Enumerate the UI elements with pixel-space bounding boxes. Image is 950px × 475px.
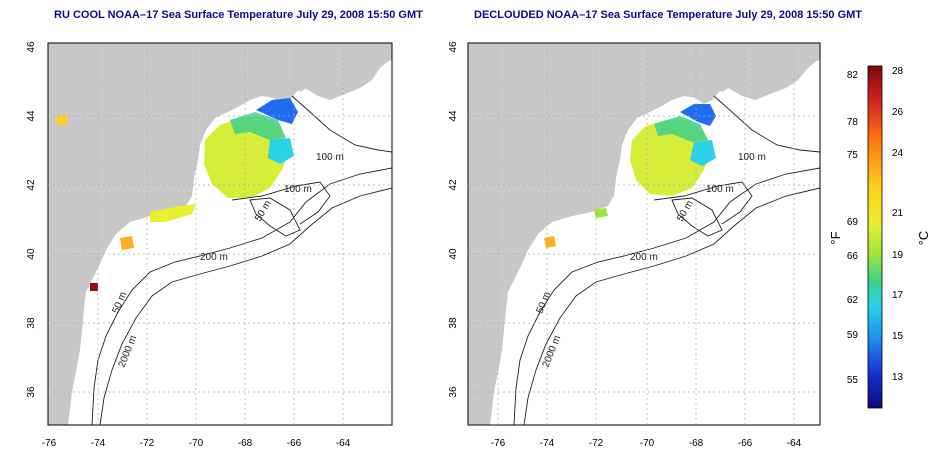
x-tick-label: -64 bbox=[336, 438, 351, 449]
y-tick-label: 36 bbox=[26, 386, 37, 398]
left-map: 100 m 100 m 50 m 200 m 50 m 2000 m -76 -… bbox=[26, 41, 393, 449]
left-panel-title: RU COOL NOAA–17 Sea Surface Temperature … bbox=[54, 9, 423, 21]
contour-100m-georges bbox=[653, 181, 753, 225]
sst-coastal-patch bbox=[594, 208, 608, 218]
land-mass-nova-scotia bbox=[718, 43, 820, 92]
c-tick-label: 13 bbox=[892, 372, 904, 383]
c-tick-label: 21 bbox=[892, 208, 904, 219]
x-tick-label: -76 bbox=[42, 438, 57, 449]
c-tick-label: 19 bbox=[892, 250, 904, 261]
f-tick-label: 82 bbox=[847, 70, 859, 81]
c-tick-label: 28 bbox=[892, 66, 904, 77]
x-tick-label: -74 bbox=[540, 438, 555, 449]
x-tick-label: -70 bbox=[189, 438, 204, 449]
colorbar: 82 78 75 69 66 62 59 55 28 26 24 21 19 1… bbox=[828, 65, 931, 409]
contour-label: 200 m bbox=[200, 252, 228, 263]
y-tick-label: 40 bbox=[448, 248, 459, 260]
f-tick-label: 62 bbox=[847, 295, 859, 306]
celsius-unit-label: °C bbox=[916, 231, 931, 246]
sst-green-region bbox=[654, 116, 708, 142]
sst-hotspot bbox=[90, 283, 98, 291]
sst-cold-region bbox=[256, 98, 298, 124]
contour-100m-georges bbox=[231, 181, 331, 225]
x-tick-label: -72 bbox=[140, 438, 155, 449]
sst-coastal-warm bbox=[544, 236, 556, 248]
sst-nantucket-patch bbox=[55, 114, 68, 126]
contour-2000m bbox=[523, 187, 820, 425]
y-tick-label: 38 bbox=[448, 317, 459, 329]
contour-2000m bbox=[99, 187, 392, 425]
contour-100m bbox=[713, 95, 820, 153]
y-tick-label: 46 bbox=[448, 41, 459, 53]
right-panel-title: DECLOUDED NOAA–17 Sea Surface Temperatur… bbox=[474, 9, 863, 21]
y-tick-label: 42 bbox=[26, 179, 37, 191]
x-tick-label: -68 bbox=[238, 438, 253, 449]
fahrenheit-unit-label: °F bbox=[828, 231, 843, 244]
sst-cyan-edge bbox=[690, 140, 716, 166]
y-tick-label: 36 bbox=[448, 386, 459, 398]
y-tick-label: 40 bbox=[26, 248, 37, 260]
land-mass bbox=[48, 43, 392, 425]
contour-label: 100 m bbox=[284, 184, 312, 195]
contour-200m bbox=[513, 167, 820, 425]
left-y-axis: 46 44 42 40 38 36 bbox=[26, 41, 37, 398]
f-tick-label: 69 bbox=[847, 217, 859, 228]
sst-green-region bbox=[230, 112, 286, 140]
c-tick-label: 15 bbox=[892, 331, 904, 342]
sst-cyan-edge bbox=[268, 138, 294, 164]
f-tick-label: 78 bbox=[847, 117, 859, 128]
sst-coastal-patch bbox=[150, 204, 196, 222]
right-map-frame bbox=[467, 42, 821, 426]
right-grid bbox=[468, 43, 820, 425]
left-map-frame bbox=[47, 42, 393, 426]
x-tick-label: -72 bbox=[589, 438, 604, 449]
y-tick-label: 42 bbox=[448, 179, 459, 191]
f-tick-label: 55 bbox=[847, 375, 859, 386]
left-x-axis: -76 -74 -72 -70 -68 -66 -64 bbox=[42, 438, 351, 449]
sst-coastal-warm bbox=[120, 236, 134, 250]
right-y-axis: 46 44 42 40 38 36 bbox=[448, 41, 459, 398]
contour-label: 100 m bbox=[738, 152, 766, 163]
contour-label: 100 m bbox=[316, 152, 344, 163]
f-tick-label: 75 bbox=[847, 150, 859, 161]
contour-200m bbox=[91, 167, 392, 425]
y-tick-label: 44 bbox=[26, 110, 37, 122]
x-tick-label: -68 bbox=[689, 438, 704, 449]
x-tick-label: -76 bbox=[491, 438, 506, 449]
x-tick-label: -66 bbox=[287, 438, 302, 449]
y-tick-label: 44 bbox=[448, 110, 459, 122]
y-tick-label: 46 bbox=[26, 41, 37, 53]
left-grid bbox=[48, 43, 392, 425]
y-tick-label: 38 bbox=[26, 317, 37, 329]
c-tick-label: 17 bbox=[892, 290, 904, 301]
contour-label: 100 m bbox=[706, 184, 734, 195]
f-tick-label: 66 bbox=[847, 251, 859, 262]
contour-label: 200 m bbox=[630, 252, 658, 263]
sst-cold-region bbox=[680, 104, 716, 126]
land-mass-nova-scotia bbox=[295, 43, 392, 92]
colorbar-fahrenheit-ticks: 82 78 75 69 66 62 59 55 bbox=[847, 70, 859, 386]
colorbar-celsius-ticks: 28 26 24 21 19 17 15 13 bbox=[892, 66, 904, 383]
c-tick-label: 26 bbox=[892, 107, 904, 118]
contour-50m bbox=[249, 197, 301, 237]
contour-50m bbox=[671, 197, 723, 237]
colorbar-gradient bbox=[867, 65, 883, 409]
x-tick-label: -66 bbox=[738, 438, 753, 449]
right-x-axis: -76 -74 -72 -70 -68 -66 -64 bbox=[491, 438, 802, 449]
land-mass bbox=[468, 43, 820, 425]
x-tick-label: -70 bbox=[640, 438, 655, 449]
right-map: 100 m 100 m 50 m 200 m 50 m 2000 m -76 -… bbox=[448, 41, 821, 449]
x-tick-label: -64 bbox=[787, 438, 802, 449]
f-tick-label: 59 bbox=[847, 330, 859, 341]
x-tick-label: -74 bbox=[91, 438, 106, 449]
c-tick-label: 24 bbox=[892, 148, 904, 159]
contour-100m bbox=[291, 95, 392, 153]
